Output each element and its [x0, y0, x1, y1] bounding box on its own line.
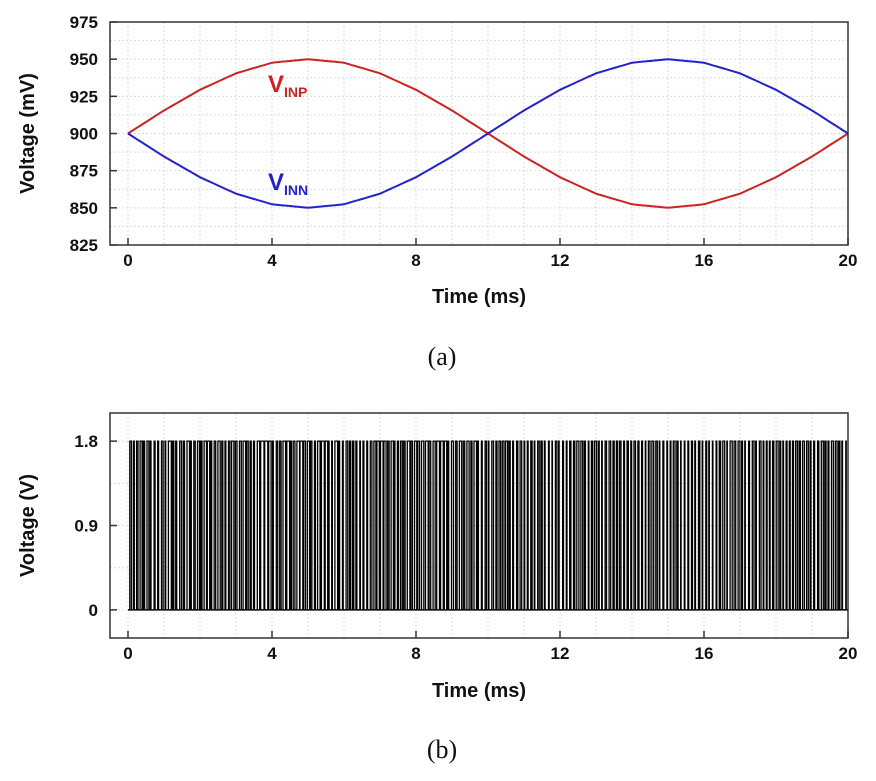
- pulse-train: [129, 440, 847, 610]
- x-tick-label: 8: [411, 644, 420, 663]
- series-label-vinp: VINP: [268, 71, 307, 100]
- y-tick-label: 925: [70, 87, 98, 106]
- series-label-vinp-main: V: [268, 71, 284, 98]
- chart-a-ylabel: Voltage (mV): [17, 73, 39, 194]
- y-tick-label: 0.9: [74, 517, 98, 536]
- chart-a-y-ticks: 825 850 875 900 925 950 975: [70, 13, 117, 255]
- chart-a-grid: [110, 21, 849, 246]
- y-tick-label: 975: [70, 13, 98, 32]
- chart-b-caption: (b): [427, 735, 457, 764]
- series-label-vinn: VINN: [268, 169, 308, 198]
- x-tick-label: 4: [267, 251, 277, 270]
- chart-a-xlabel: Time (ms): [432, 286, 526, 308]
- y-tick-label: 825: [70, 236, 98, 255]
- chart-b-ylabel: Voltage (V): [17, 474, 39, 577]
- x-tick-label: 16: [695, 251, 714, 270]
- x-tick-label: 0: [123, 251, 132, 270]
- series-label-vinn-sub: INN: [284, 182, 308, 198]
- series-label-vinp-sub: INP: [284, 84, 307, 100]
- x-tick-label: 16: [695, 644, 714, 663]
- chart-a-caption: (a): [428, 342, 457, 371]
- y-tick-label: 1.8: [74, 432, 98, 451]
- x-tick-label: 4: [267, 644, 277, 663]
- x-tick-label: 8: [411, 251, 420, 270]
- chart-b: 0 4 8 12 16 20 00.91.8 Time (ms) Voltage (V) …: [17, 412, 857, 764]
- series-line-vinn: [127, 58, 849, 209]
- x-tick-label: 20: [839, 251, 858, 270]
- series-label-vinn-main: V: [268, 169, 284, 196]
- y-tick-label: 850: [70, 199, 98, 218]
- y-tick-label: 875: [70, 162, 98, 181]
- y-tick-label: 950: [70, 50, 98, 69]
- chart-b-x-ticks: 0 4 8 12 16 20: [123, 631, 857, 663]
- x-tick-label: 12: [551, 644, 570, 663]
- x-tick-label: 0: [123, 644, 132, 663]
- y-tick-label: 900: [70, 125, 98, 144]
- x-tick-label: 12: [551, 251, 570, 270]
- chart-b-xlabel: Time (ms): [432, 680, 526, 702]
- chart-b-y-ticks: 0 0.9 1.8: [74, 432, 117, 620]
- chart-a: 0 4 8 12 16 20 825 850 875 900 925 950 975 Time (ms…: [17, 13, 857, 371]
- x-tick-label: 20: [839, 644, 858, 663]
- y-tick-label: 0: [89, 601, 98, 620]
- chart-a-x-ticks: 0 4 8 12 16 20: [123, 238, 857, 270]
- chart-a-series: [127, 58, 849, 209]
- chart-b-series: [128, 440, 848, 611]
